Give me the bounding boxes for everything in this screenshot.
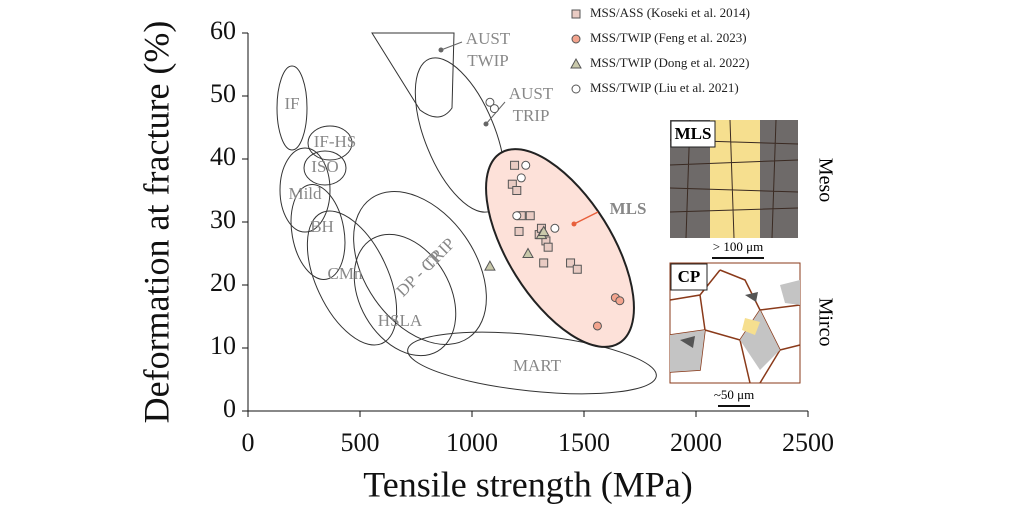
grain-lines [669, 119, 799, 239]
region-label: TRIP [513, 106, 550, 125]
point [489, 104, 499, 114]
region-shape [353, 233, 457, 357]
scale-text: > 100 μm [713, 239, 763, 254]
mls-inset: MLS > 100 μm Meso [669, 119, 836, 259]
region-label: DP - CP [392, 247, 445, 300]
grain [680, 336, 695, 348]
scale-text: ~50 μm [714, 387, 754, 402]
point [550, 223, 560, 233]
y-tick-label: 0 [223, 394, 236, 423]
legend-label: MSS/TWIP (Feng et al. 2023) [590, 30, 747, 45]
y-axis-title: Deformation at fracture (%) [136, 21, 176, 424]
region-label: ISO [311, 157, 338, 176]
inset-label: MLS [675, 124, 712, 143]
inset-side-label: Mirco [814, 298, 836, 347]
leader [485, 101, 506, 125]
region-shape [485, 148, 635, 348]
inset-label-box [670, 263, 708, 291]
leader-dot [571, 221, 577, 227]
region-label: Mild [288, 184, 322, 203]
x-axis-title: Tensile strength (MPa) [363, 464, 692, 504]
point [512, 186, 522, 195]
region-label: MART [513, 356, 562, 375]
legend-label: MSS/TWIP (Liu et al. 2021) [590, 80, 739, 95]
leader-dot [483, 121, 489, 127]
y-tick-label: 40 [210, 142, 236, 171]
inset-layer [710, 120, 760, 238]
point [537, 225, 550, 236]
x-tick-label: 0 [242, 428, 255, 457]
y-tick-label: 20 [210, 268, 236, 297]
point [522, 247, 534, 258]
x-tick-label: 500 [341, 428, 380, 457]
region-label: IF [284, 94, 299, 113]
region-label: IF-HS [314, 132, 357, 151]
y-tick-label: 10 [210, 331, 236, 360]
grain [670, 330, 705, 372]
point [525, 211, 535, 221]
point [512, 211, 522, 221]
legend-label: MSS/ASS (Koseki et al. 2014) [590, 5, 750, 20]
point [566, 258, 576, 268]
point [514, 226, 524, 236]
region-shape [307, 125, 353, 161]
region-shape [290, 184, 346, 280]
region-label: HSLA [378, 311, 423, 330]
leader [440, 41, 463, 51]
region-shape [279, 147, 331, 233]
point [539, 258, 549, 268]
grain [745, 292, 758, 302]
region-label: MLS [610, 199, 647, 218]
region-label: BH [310, 217, 334, 236]
inset-side-label: Meso [814, 158, 836, 202]
point [592, 321, 602, 331]
legend-label: MSS/TWIP (Dong et al. 2022) [590, 55, 749, 70]
x-tick-label: 1000 [446, 428, 498, 457]
region-label: AUST [509, 84, 554, 103]
region-shape [276, 65, 308, 151]
region-shape [353, 191, 487, 345]
inset-label-box [670, 120, 716, 148]
region-shape [371, 32, 455, 118]
leader [573, 211, 599, 225]
x-tick-label: 2500 [782, 428, 834, 457]
region-label: CMn [328, 264, 363, 283]
point [521, 160, 531, 170]
legend-marker [571, 34, 581, 44]
legend-marker [570, 57, 582, 69]
region-label: AUST [466, 29, 511, 48]
regions [276, 32, 657, 395]
legend-marker [571, 84, 581, 94]
point [516, 173, 526, 183]
inset-label: CP [678, 267, 701, 286]
point [510, 160, 520, 170]
legend-marker [571, 9, 581, 19]
y-tick-label: 30 [210, 205, 236, 234]
region-shape [407, 331, 657, 395]
point [572, 264, 582, 274]
grain [780, 280, 800, 305]
x-tick-label: 2000 [670, 428, 722, 457]
point [485, 97, 495, 107]
point [615, 296, 625, 306]
region-label: TWIP [467, 51, 509, 70]
region-shape [303, 150, 347, 186]
y-tick-label: 60 [210, 16, 236, 45]
x-tick-label: 1500 [558, 428, 610, 457]
cp-inset: CP ~50 μm Mirco [669, 262, 836, 407]
leader-dot [438, 47, 444, 53]
region-shape [306, 210, 398, 346]
point [543, 242, 553, 252]
point [484, 260, 496, 271]
grain [742, 318, 760, 335]
y-tick-label: 50 [210, 79, 236, 108]
